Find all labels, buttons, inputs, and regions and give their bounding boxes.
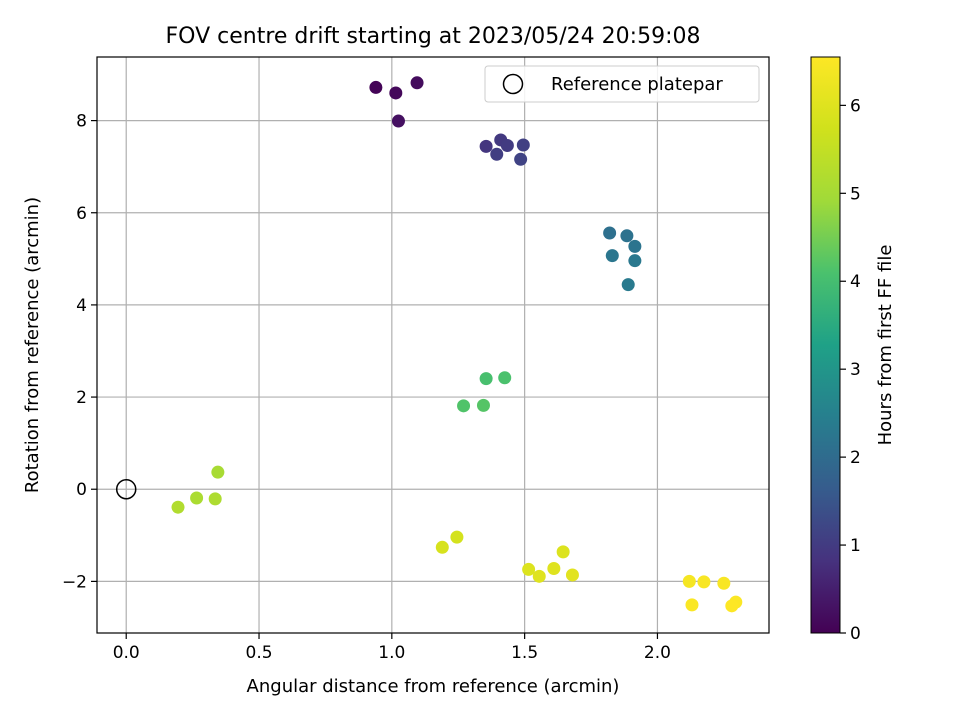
data-point: [500, 138, 514, 152]
y-tick-label: 2: [76, 388, 87, 408]
colorbar-tick-label: 4: [850, 272, 861, 292]
data-point: [490, 147, 504, 161]
colorbar-tick-label: 6: [850, 96, 861, 116]
x-tick-label: 0.0: [113, 643, 140, 663]
data-point: [717, 576, 731, 590]
data-point: [410, 76, 424, 90]
data-point: [522, 562, 536, 576]
data-point: [211, 465, 225, 479]
data-point: [565, 568, 579, 582]
x-tick-label: 2.0: [644, 643, 671, 663]
y-axis-label: Rotation from reference (arcmin): [22, 197, 43, 493]
data-point: [514, 152, 528, 166]
colorbar-tick-label: 1: [850, 536, 861, 556]
x-axis-ticks: 0.0 0.5 1.0 1.5 2.0: [113, 633, 671, 663]
data-point: [685, 598, 699, 612]
data-point: [605, 249, 619, 263]
legend-label: Reference platepar: [551, 74, 723, 95]
colorbar-tick-label: 0: [850, 624, 861, 644]
x-tick-label: 1.0: [378, 643, 405, 663]
data-point: [628, 254, 642, 268]
plot-frame: [96, 56, 770, 634]
reference-platepar-marker: [115, 478, 137, 500]
data-points: [171, 76, 743, 613]
data-point: [628, 239, 642, 253]
colorbar: [810, 56, 841, 634]
colorbar-tick-label: 5: [850, 184, 861, 204]
data-point: [435, 540, 449, 554]
data-point: [697, 575, 711, 589]
y-tick-label: 6: [76, 204, 87, 224]
y-axis-ticks: −2 0 2 4 6 8: [62, 112, 97, 592]
chart-title: FOV centre drift starting at 2023/05/24 …: [166, 24, 701, 49]
y-tick-label: 4: [76, 296, 87, 316]
data-point: [479, 372, 493, 386]
data-point: [457, 399, 471, 413]
data-point: [369, 80, 383, 94]
y-tick-label: −2: [62, 572, 87, 592]
colorbar-label: Hours from first FF file: [875, 245, 896, 446]
data-point: [476, 398, 490, 412]
x-tick-label: 1.5: [511, 643, 538, 663]
legend: Reference platepar: [484, 65, 760, 103]
x-tick-label: 0.5: [246, 643, 273, 663]
legend-reference-marker: [502, 73, 524, 95]
data-point: [547, 561, 561, 575]
colorbar-tick-label: 2: [850, 448, 861, 468]
data-point: [603, 226, 617, 240]
data-point: [682, 574, 696, 588]
data-point: [621, 278, 635, 292]
data-point: [498, 371, 512, 385]
data-point: [516, 138, 530, 152]
reference-marker-layer: [115, 478, 137, 500]
data-point: [532, 569, 546, 583]
data-point: [725, 599, 739, 613]
colorbar-tick-label: 3: [850, 360, 861, 380]
data-point: [171, 500, 185, 514]
data-point: [391, 114, 405, 128]
x-axis-label: Angular distance from reference (arcmin): [247, 676, 620, 697]
y-tick-label: 8: [76, 112, 87, 132]
data-point: [190, 491, 204, 505]
legend-box: [484, 65, 760, 103]
grid: [97, 57, 769, 633]
y-tick-label: 0: [76, 480, 87, 500]
data-point: [479, 139, 493, 153]
data-point: [389, 86, 403, 100]
data-point: [208, 492, 222, 506]
data-point: [620, 229, 634, 243]
data-point: [450, 530, 464, 544]
colorbar-ticks: 0 1 2 3 4 5 6: [840, 96, 861, 644]
data-point: [556, 545, 570, 559]
